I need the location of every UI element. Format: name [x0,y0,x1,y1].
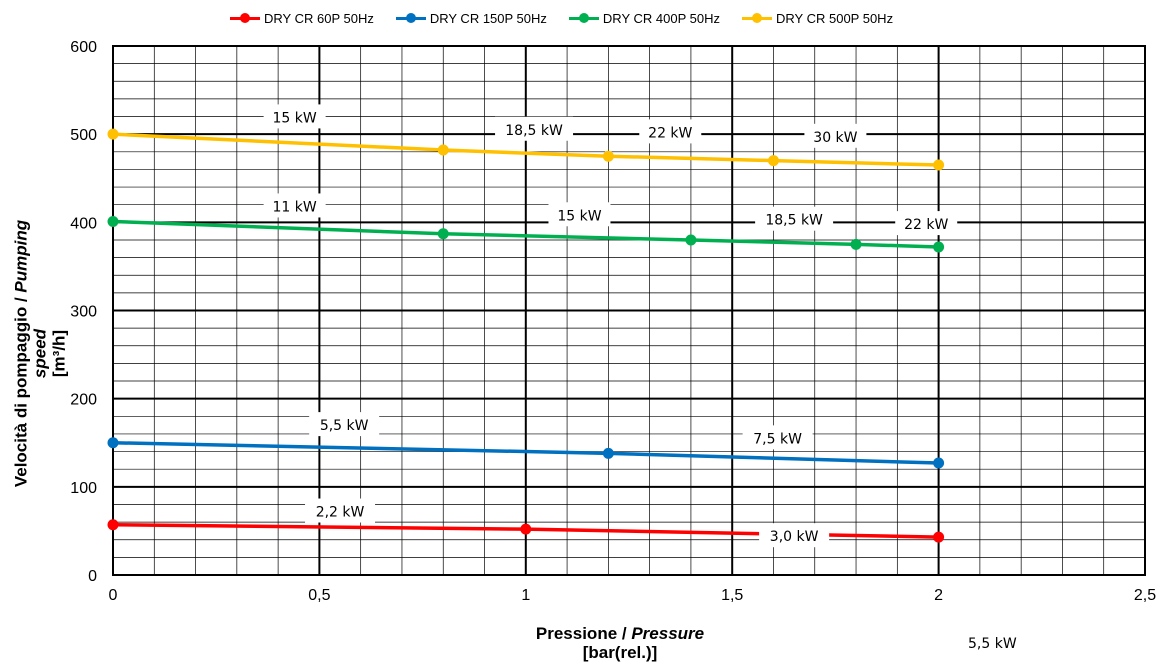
data-point [602,150,614,162]
y-tick-label: 500 [70,127,97,144]
y-tick-label: 300 [70,304,97,321]
power-label-box [755,206,834,231]
x-tick-label: 2 [934,587,943,604]
y-tick-label: 0 [88,568,97,585]
power-label: 5,5 kW [320,418,369,434]
data-point [107,215,119,227]
data-point [933,531,945,543]
power-label: 22 kW [648,125,692,141]
stray-power-label: 5,5 kW [968,636,1017,652]
power-label: 22 kW [904,217,948,233]
y-tick-label: 600 [70,39,97,56]
power-label: 7,5 kW [753,431,802,447]
data-point [107,128,119,140]
legend-swatch-60p [230,12,260,24]
data-point [933,241,945,253]
power-label-box [263,193,326,218]
legend-label-150p: DRY CR 150P 50Hz [429,10,547,26]
power-label-box [305,498,376,523]
legend: DRY CR 60P 50Hz DRY CR 150P 50Hz DRY CR … [230,6,893,30]
x-axis-unit: [bar(rel.)] [582,643,658,662]
data-point [520,523,532,535]
y-tick-label: 100 [70,480,97,497]
power-label: 11 kW [273,199,317,215]
x-tick-label: 1 [521,587,530,604]
power-label-box [548,202,611,227]
power-label: 3,0 kW [770,529,819,545]
power-label-box [742,425,813,450]
plot-frame [112,45,1146,576]
y-axis-title: Velocità di pompaggio / Pumping speed [m… [12,204,69,504]
data-point [107,519,119,531]
y-tick-label: 400 [70,215,97,232]
x-tick-label: 0 [109,587,118,604]
data-point [437,144,449,156]
legend-label-60p: DRY CR 60P 50Hz [264,10,374,26]
power-label: 18,5 kW [505,123,563,139]
y-axis-label-main: Velocità di pompaggio / [11,292,31,488]
data-point [933,159,945,171]
series-0: 2,2 kW 3,0 kW [107,498,945,548]
x-axis-title: Pressione / Pressure [bar(rel.)] [420,624,820,662]
power-label-box [639,119,702,144]
legend-swatch-150p [395,12,426,24]
x-axis-label-main: Pressione / [535,624,632,643]
power-label: 30 kW [813,130,857,146]
data-point [437,228,449,240]
data-point [767,155,779,167]
legend-swatch-400p [568,12,599,24]
y-tick-label: 200 [70,392,97,409]
data-point [602,447,614,459]
legend-swatch-500p [742,12,772,24]
legend-label-400p: DRY CR 400P 50Hz [602,10,720,26]
series-1: 5,5 kW 7,5 kW [107,412,945,469]
x-axis-label-italic: Pressure [631,624,705,643]
power-label: 15 kW [557,208,601,224]
x-tick-label: 2,5 [1134,587,1156,604]
series-3: 15 kW 18,5 kW 22 kW 30 kW [107,104,945,171]
legend-item-400p: DRY CR 400P 50Hz [568,10,720,26]
x-tick-label: 0,5 [308,587,330,604]
y-axis-unit: [m³/h] [49,329,69,378]
power-label: 15 kW [273,110,317,126]
legend-item-60p: DRY CR 60P 50Hz [230,11,374,26]
power-label-box [759,523,830,548]
data-point [933,457,945,469]
power-label: 18,5 kW [765,213,823,229]
power-label-box [263,104,326,129]
power-label-box [895,211,958,236]
data-point [685,234,697,246]
series-2: 11 kW 15 kW 18,5 kW 22 kW [107,193,958,253]
legend-item-150p: DRY CR 150P 50Hz [395,10,547,26]
power-label-box [804,123,867,148]
data-point [850,238,862,250]
data-point [107,437,119,449]
power-label-box [309,412,380,437]
legend-label-500p: DRY CR 500P 50Hz [776,10,894,26]
x-tick-label: 1,5 [721,587,743,604]
legend-item-500p: DRY CR 500P 50Hz [742,11,893,26]
power-label: 2,2 kW [316,505,365,521]
power-label-box [495,116,574,141]
